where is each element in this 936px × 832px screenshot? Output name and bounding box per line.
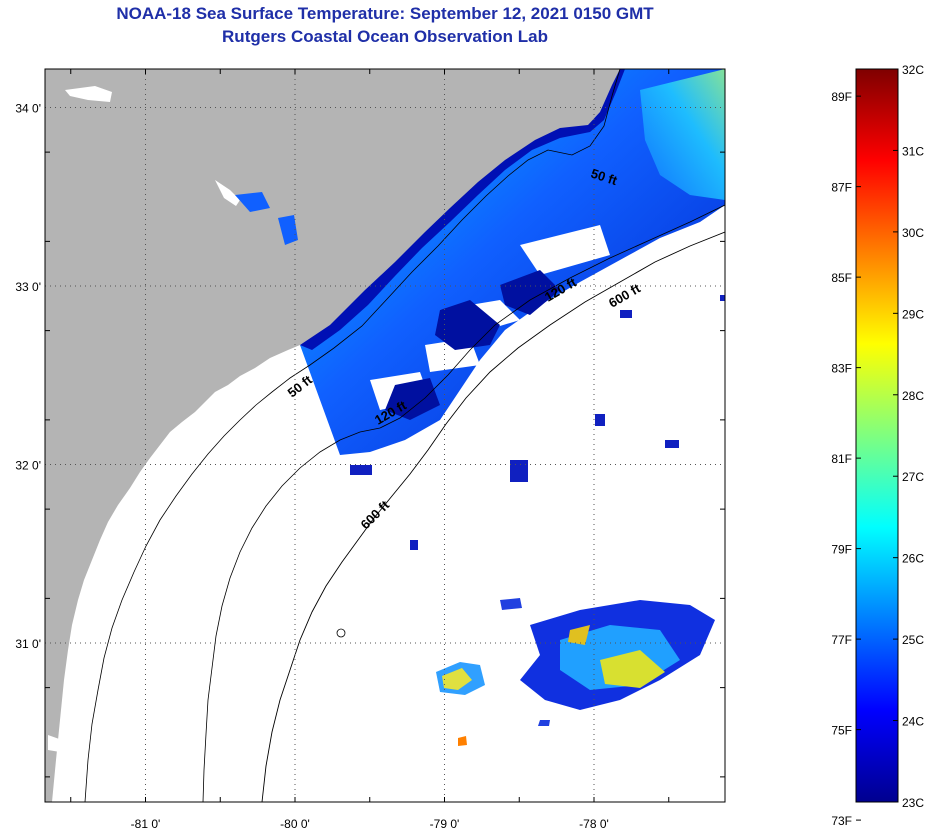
contour-50ft	[84, 69, 621, 802]
colorbar-f-label: 75F	[831, 724, 852, 738]
sst-warm-northeast	[640, 69, 725, 200]
colorbar	[855, 68, 899, 803]
colorbar-c-label: 31C	[902, 144, 924, 158]
lon-tick-label: -79 0'	[430, 817, 460, 831]
colorbar-f-label: 77F	[831, 633, 852, 647]
lat-lon-grid	[45, 69, 725, 802]
map-frame	[44, 68, 726, 803]
lat-tick-label: 31 0'	[15, 637, 41, 651]
colorbar-f-label: 79F	[831, 543, 852, 557]
lon-tick-label: -81 0'	[131, 817, 161, 831]
sst-coastal-band	[300, 69, 725, 455]
colorbar-f-label: 83F	[831, 362, 852, 376]
map-subtitle: Rutgers Coastal Ocean Observation Lab	[222, 27, 548, 46]
colorbar-c-label: 28C	[902, 389, 924, 403]
lat-tick-label: 32 0'	[15, 459, 41, 473]
contour-600ft	[261, 231, 725, 802]
colorbar-f-label: 87F	[831, 181, 852, 195]
sst-nearshore-band	[300, 69, 625, 350]
colorbar-f-label: 89F	[831, 90, 852, 104]
lon-tick-label: -78 0'	[579, 817, 609, 831]
colorbar-c-label: 26C	[902, 552, 924, 566]
colorbar-f-label: 81F	[831, 452, 852, 466]
colorbar-f-label: 73F	[831, 814, 852, 828]
colorbar-c-label: 29C	[902, 307, 924, 321]
land-mass	[45, 69, 620, 802]
colorbar-c-label: 27C	[902, 470, 924, 484]
colorbar-f-label: 85F	[831, 271, 852, 285]
colorbar-c-label: 25C	[902, 633, 924, 647]
colorbar-c-label: 30C	[902, 226, 924, 240]
contour-120ft	[202, 204, 725, 802]
map-title: NOAA-18 Sea Surface Temperature: Septemb…	[116, 4, 654, 23]
lon-tick-label: -80 0'	[280, 817, 310, 831]
colorbar-c-label: 24C	[902, 715, 924, 729]
colorbar-c-label: 32C	[902, 63, 924, 77]
lat-tick-label: 34 0'	[15, 102, 41, 116]
lat-tick-label: 33 0'	[15, 280, 41, 294]
colorbar-c-label: 23C	[902, 796, 924, 810]
